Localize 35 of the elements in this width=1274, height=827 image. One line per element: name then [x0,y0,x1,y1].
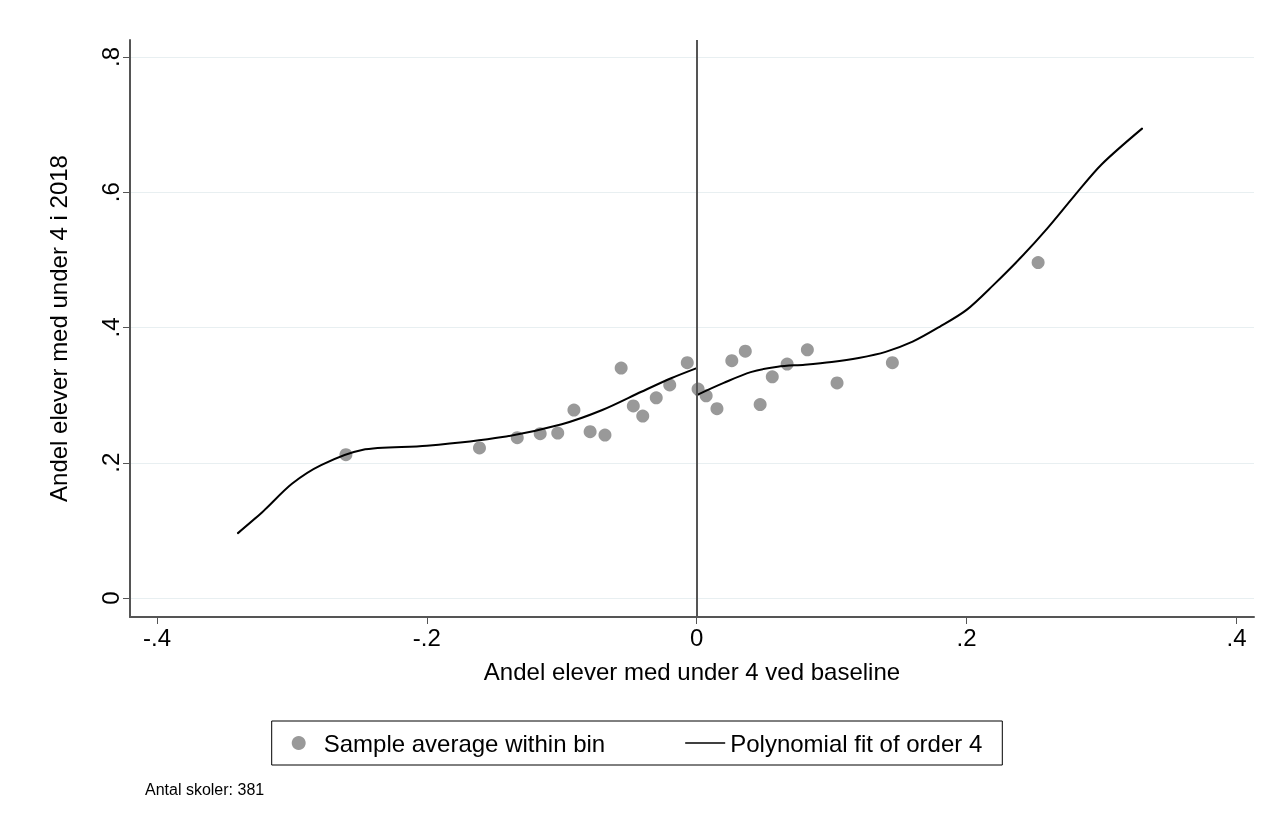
point [598,428,612,442]
text: Antal skoler: 381 [145,780,265,798]
x-tick-label: -.2 [412,623,441,651]
point [1031,256,1045,270]
y-tick-label: 0 [96,591,124,605]
point [738,344,752,358]
point [649,391,663,405]
legend-label: Sample average within bin [323,729,606,757]
point [567,403,581,417]
x-tick-label: 0 [690,623,704,651]
y-tick-label: .2 [96,452,124,473]
y-tick-label: .4 [96,317,124,338]
line-series [236,367,698,535]
x-tick-label: .2 [956,623,977,651]
point [680,356,694,370]
point [626,399,640,413]
legend-label: Polynomial fit of order 4 [730,729,983,757]
point [800,343,814,357]
x-axis-title: Andel elever med under 4 ved baseline [483,657,901,685]
point [636,409,650,423]
point [583,425,597,439]
point [725,354,739,368]
point [830,376,844,390]
point [710,402,724,416]
point [614,361,628,375]
x-tick-label: -.4 [142,623,171,651]
point [885,356,899,370]
point [753,398,767,412]
point [765,370,779,384]
y-tick-label: .6 [96,182,124,203]
y-tick-label: .8 [96,46,124,67]
x-tick-label: .4 [1226,623,1247,651]
y-axis-title: Andel elever med under 4 i 2018 [44,155,72,502]
point [551,426,565,440]
point [472,441,486,455]
